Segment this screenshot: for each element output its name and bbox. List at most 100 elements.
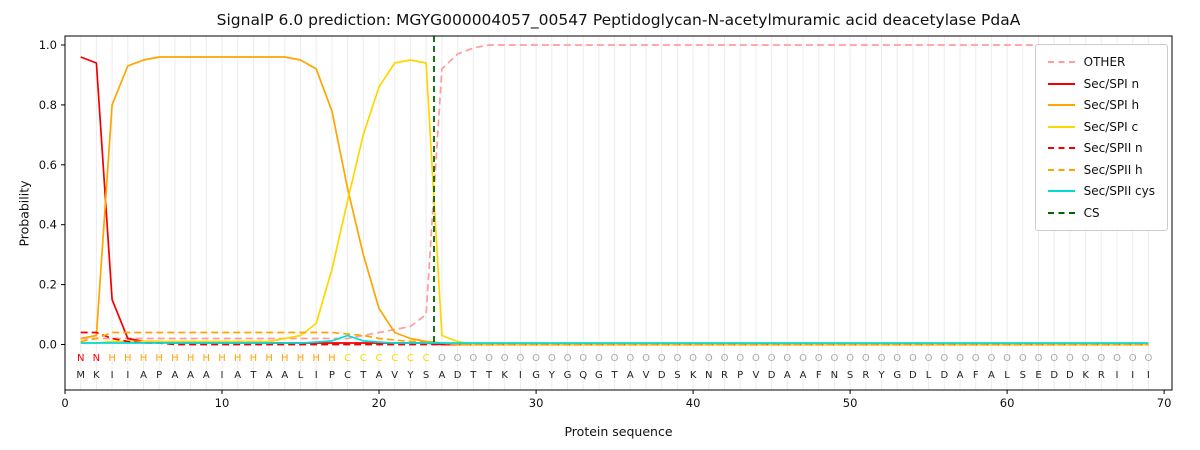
svg-text:O: O [1066, 353, 1074, 364]
svg-text:O: O [799, 353, 807, 364]
svg-text:R: R [1098, 370, 1105, 381]
svg-text:O: O [815, 353, 823, 364]
svg-text:H: H [281, 353, 289, 364]
svg-text:A: A [187, 370, 194, 381]
svg-text:M: M [76, 370, 85, 381]
svg-text:I: I [315, 370, 318, 381]
svg-text:O: O [830, 353, 838, 364]
svg-text:T: T [485, 370, 493, 381]
svg-text:C: C [407, 353, 414, 364]
svg-text:O: O [673, 353, 681, 364]
x-axis-ticks: 0 10 20 30 40 50 60 70 [61, 390, 1171, 410]
svg-text:G: G [595, 370, 603, 381]
svg-text:0.8: 0.8 [39, 98, 57, 112]
svg-text:O: O [972, 353, 980, 364]
svg-text:H: H [108, 353, 116, 364]
svg-text:S: S [423, 370, 429, 381]
svg-text:D: D [768, 370, 776, 381]
svg-text:G: G [893, 370, 901, 381]
svg-text:O: O [752, 353, 760, 364]
svg-text:N: N [831, 370, 838, 381]
svg-text:H: H [203, 353, 211, 364]
svg-text:A: A [266, 370, 273, 381]
svg-text:10: 10 [215, 396, 230, 410]
svg-text:A: A [957, 370, 964, 381]
svg-text:A: A [140, 370, 147, 381]
svg-text:E: E [1035, 370, 1041, 381]
legend-line-swatch [1047, 104, 1075, 107]
svg-text:H: H [218, 353, 226, 364]
svg-text:D: D [909, 370, 917, 381]
svg-text:O: O [893, 353, 901, 364]
legend-item-other: OTHER [1047, 53, 1155, 72]
svg-text:O: O [501, 353, 509, 364]
svg-text:D: D [454, 370, 462, 381]
svg-text:O: O [940, 353, 948, 364]
svg-text:50: 50 [843, 396, 858, 410]
svg-text:O: O [846, 353, 854, 364]
y-axis-ticks: 0.0 0.2 0.4 0.6 0.8 1.0 [39, 38, 65, 352]
svg-text:O: O [956, 353, 964, 364]
svg-text:O: O [564, 353, 572, 364]
svg-text:O: O [642, 353, 650, 364]
legend-label: Sec/SPII cys [1083, 184, 1155, 199]
svg-text:I: I [1131, 370, 1134, 381]
svg-text:O: O [1097, 353, 1105, 364]
legend-item-cs: CS [1047, 204, 1155, 223]
legend-label: Sec/SPII h [1083, 162, 1143, 177]
svg-text:L: L [1004, 370, 1010, 381]
svg-text:O: O [783, 353, 791, 364]
svg-text:P: P [737, 370, 743, 381]
svg-text:H: H [297, 353, 305, 364]
svg-text:Y: Y [548, 370, 556, 381]
svg-text:O: O [768, 353, 776, 364]
svg-text:I: I [1147, 370, 1150, 381]
legend: OTHER Sec/SPI n Sec/SPI h Sec/SPI c Sec/SPII… [1034, 44, 1168, 231]
svg-text:C: C [391, 353, 398, 364]
svg-text:Y: Y [877, 370, 885, 381]
svg-text:H: H [234, 353, 242, 364]
svg-text:O: O [736, 353, 744, 364]
svg-text:P: P [329, 370, 335, 381]
legend-item-sec-spi-n: Sec/SPI n [1047, 75, 1155, 94]
svg-text:H: H [171, 353, 179, 364]
svg-text:A: A [438, 370, 445, 381]
svg-text:O: O [862, 353, 870, 364]
legend-label: OTHER [1083, 55, 1126, 70]
svg-text:O: O [579, 353, 587, 364]
svg-text:L: L [298, 370, 304, 381]
svg-text:A: A [281, 370, 288, 381]
svg-text:O: O [595, 353, 603, 364]
svg-text:O: O [909, 353, 917, 364]
svg-text:H: H [124, 353, 132, 364]
svg-text:T: T [469, 370, 477, 381]
svg-text:0.6: 0.6 [39, 158, 57, 172]
svg-text:C: C [344, 370, 351, 381]
svg-text:H: H [140, 353, 148, 364]
plot-border [64, 35, 1173, 391]
svg-text:P: P [156, 370, 162, 381]
svg-text:O: O [1144, 353, 1152, 364]
svg-text:K: K [93, 370, 100, 381]
svg-text:A: A [203, 370, 210, 381]
legend-label: CS [1083, 205, 1100, 220]
svg-text:A: A [171, 370, 178, 381]
svg-text:20: 20 [372, 396, 387, 410]
svg-text:A: A [376, 370, 383, 381]
svg-text:N: N [705, 370, 712, 381]
svg-text:H: H [187, 353, 195, 364]
svg-text:I: I [1116, 370, 1119, 381]
svg-text:T: T [249, 370, 257, 381]
svg-text:G: G [564, 370, 572, 381]
svg-text:D: D [658, 370, 666, 381]
svg-text:Y: Y [406, 370, 414, 381]
svg-text:G: G [532, 370, 540, 381]
svg-text:H: H [265, 353, 273, 364]
svg-text:0.4: 0.4 [39, 218, 57, 232]
series-lines [80, 36, 1149, 346]
svg-text:O: O [878, 353, 886, 364]
svg-text:O: O [925, 353, 933, 364]
svg-text:V: V [752, 370, 759, 381]
